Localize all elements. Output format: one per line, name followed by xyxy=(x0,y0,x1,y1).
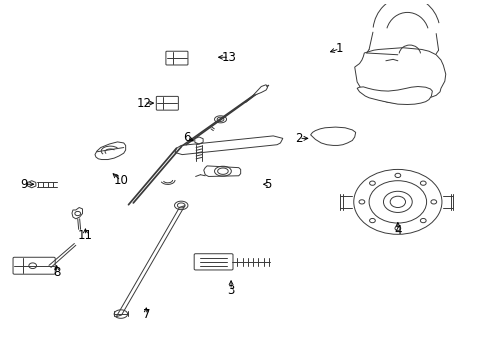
Circle shape xyxy=(368,181,426,223)
Circle shape xyxy=(369,219,375,223)
Polygon shape xyxy=(354,48,445,103)
Text: 9: 9 xyxy=(20,178,28,191)
FancyBboxPatch shape xyxy=(13,257,55,274)
Circle shape xyxy=(394,226,400,230)
Polygon shape xyxy=(95,142,125,159)
FancyBboxPatch shape xyxy=(165,51,187,65)
Polygon shape xyxy=(116,206,184,317)
Circle shape xyxy=(353,170,441,234)
Circle shape xyxy=(383,191,411,212)
Circle shape xyxy=(420,219,425,223)
Polygon shape xyxy=(310,127,355,145)
Text: 8: 8 xyxy=(53,266,60,279)
Circle shape xyxy=(389,196,405,207)
Text: 2: 2 xyxy=(295,132,302,145)
Polygon shape xyxy=(356,86,431,104)
Polygon shape xyxy=(27,181,36,188)
FancyBboxPatch shape xyxy=(156,96,178,110)
Text: 12: 12 xyxy=(136,96,151,109)
Circle shape xyxy=(394,173,400,177)
Text: 11: 11 xyxy=(78,229,93,242)
Polygon shape xyxy=(195,258,230,265)
Polygon shape xyxy=(203,166,240,176)
Polygon shape xyxy=(194,137,203,144)
Polygon shape xyxy=(175,136,282,154)
Circle shape xyxy=(430,200,436,204)
Polygon shape xyxy=(245,85,267,102)
Text: 6: 6 xyxy=(183,131,190,144)
Polygon shape xyxy=(18,262,49,272)
Polygon shape xyxy=(72,207,82,219)
Circle shape xyxy=(369,181,375,185)
Circle shape xyxy=(358,200,364,204)
Text: 10: 10 xyxy=(113,174,128,187)
Text: 13: 13 xyxy=(221,51,236,64)
Text: 4: 4 xyxy=(393,224,401,237)
Text: 3: 3 xyxy=(227,284,234,297)
Circle shape xyxy=(420,181,425,185)
Text: 5: 5 xyxy=(263,178,271,191)
Text: 1: 1 xyxy=(335,42,343,55)
FancyBboxPatch shape xyxy=(194,254,232,270)
Text: 7: 7 xyxy=(142,308,150,321)
